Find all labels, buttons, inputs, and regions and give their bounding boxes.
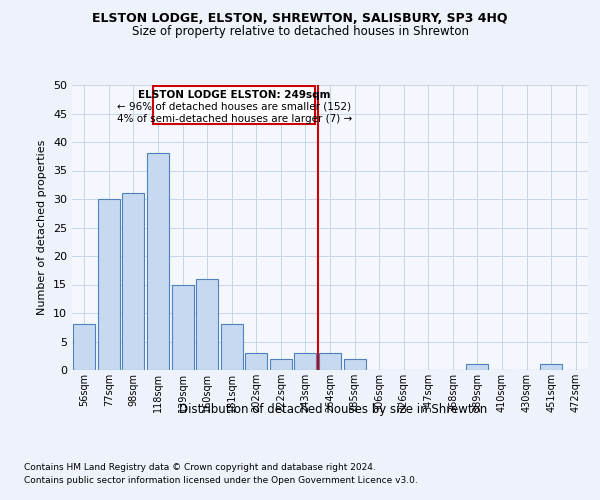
- Text: Size of property relative to detached houses in Shrewton: Size of property relative to detached ho…: [131, 25, 469, 38]
- Text: ELSTON LODGE ELSTON: 249sqm: ELSTON LODGE ELSTON: 249sqm: [138, 90, 331, 100]
- Bar: [196, 279, 218, 370]
- FancyBboxPatch shape: [153, 86, 315, 124]
- Bar: [319, 353, 341, 370]
- Bar: [245, 353, 268, 370]
- Text: ELSTON LODGE, ELSTON, SHREWTON, SALISBURY, SP3 4HQ: ELSTON LODGE, ELSTON, SHREWTON, SALISBUR…: [92, 12, 508, 26]
- Text: Contains HM Land Registry data © Crown copyright and database right 2024.: Contains HM Land Registry data © Crown c…: [24, 462, 376, 471]
- Bar: [122, 194, 145, 370]
- Bar: [221, 324, 243, 370]
- Bar: [98, 199, 120, 370]
- Text: Contains public sector information licensed under the Open Government Licence v3: Contains public sector information licen…: [24, 476, 418, 485]
- Bar: [295, 353, 316, 370]
- Text: Distribution of detached houses by size in Shrewton: Distribution of detached houses by size …: [179, 402, 487, 415]
- Text: ← 96% of detached houses are smaller (152): ← 96% of detached houses are smaller (15…: [117, 102, 351, 112]
- Bar: [270, 358, 292, 370]
- Bar: [540, 364, 562, 370]
- Bar: [147, 154, 169, 370]
- Bar: [466, 364, 488, 370]
- Bar: [73, 324, 95, 370]
- Bar: [172, 284, 194, 370]
- Text: 4% of semi-detached houses are larger (7) →: 4% of semi-detached houses are larger (7…: [116, 114, 352, 124]
- Bar: [344, 358, 365, 370]
- Y-axis label: Number of detached properties: Number of detached properties: [37, 140, 47, 315]
